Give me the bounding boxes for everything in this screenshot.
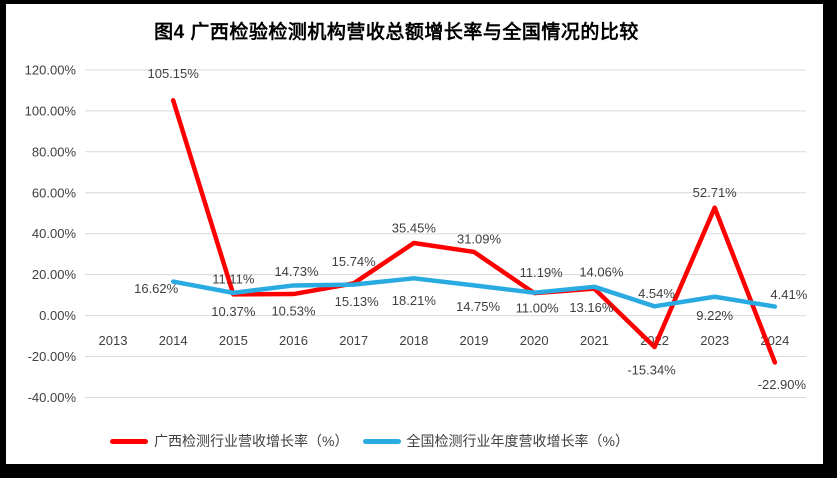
legend-item-guangxi: 广西检测行业营收增长率（%）: [110, 431, 349, 451]
data-label: 10.37%: [211, 304, 256, 319]
data-label: 105.15%: [148, 66, 200, 81]
y-axis-tick-label: 100.00%: [25, 103, 77, 118]
x-axis-tick-label: 2018: [399, 333, 428, 348]
x-axis-tick-label: 2019: [460, 333, 489, 348]
y-axis-tick-label: 60.00%: [32, 185, 77, 200]
chart-legend: 广西检测行业营收增长率（%） 全国检测行业年度营收增长率（%）: [0, 428, 778, 454]
data-label: -15.34%: [627, 363, 676, 378]
chart-card: 图4 广西检验检测机构营收总额增长率与全国情况的比较 120.00% 100.00…: [6, 4, 823, 464]
data-label: 35.45%: [392, 221, 437, 236]
y-axis-tick-label: 40.00%: [32, 226, 77, 241]
data-label: 31.09%: [457, 231, 502, 246]
line-chart: 120.00% 100.00% 80.00% 60.00% 40.00% 20.00% 0.…: [25, 62, 808, 405]
x-axis-tick-label: 2017: [339, 333, 368, 348]
legend-label-national: 全国检测行业年度营收增长率（%）: [406, 433, 629, 449]
data-label: 4.41%: [770, 287, 807, 302]
series-line-national: [170, 276, 778, 309]
data-label: 4.54%: [638, 286, 675, 301]
legend-item-national: 全国检测行业年度营收增长率（%）: [362, 431, 629, 451]
y-axis-tick-label: -40.00%: [28, 390, 77, 405]
y-axis-tick-label: 120.00%: [25, 62, 77, 77]
data-label: 13.16%: [569, 300, 614, 315]
legend-label-guangxi: 广西检测行业营收增长率（%）: [154, 433, 349, 449]
x-axis-tick-label: 2013: [99, 333, 128, 348]
data-label: 14.75%: [456, 299, 501, 314]
data-label: 14.73%: [274, 264, 319, 279]
data-label: 14.06%: [579, 264, 624, 279]
data-label: 11.11%: [212, 271, 255, 286]
data-label: 52.71%: [693, 185, 738, 200]
x-axis-tick-label: 2023: [700, 333, 729, 348]
data-label: 11.19%: [520, 265, 564, 280]
x-axis-tick-label: 2014: [159, 333, 188, 348]
chart-title: 图4 广西检验检测机构营收总额增长率与全国情况的比较: [154, 22, 639, 43]
x-axis-tick-label: 2022: [640, 333, 669, 348]
series-line-guangxi: [170, 98, 778, 365]
data-label: -22.90%: [758, 377, 807, 392]
x-axis-tick-label: 2016: [279, 333, 308, 348]
x-axis-tick-label: 2021: [580, 333, 609, 348]
data-label: 11.00%: [516, 301, 560, 316]
legend-line-swatch-blue: [362, 438, 401, 444]
data-label: 16.62%: [134, 281, 179, 296]
y-axis-tick-label: 0.00%: [39, 308, 76, 323]
y-axis-tick-label: -20.00%: [28, 349, 77, 364]
x-axis-tick-label: 2020: [520, 333, 549, 348]
data-label: 10.53%: [271, 304, 316, 319]
y-axis-tick-label: 80.00%: [32, 144, 77, 159]
data-label: 15.74%: [332, 254, 377, 269]
data-label: 15.13%: [335, 294, 380, 309]
legend-line-swatch-red: [110, 438, 149, 444]
y-axis-tick-label: 20.00%: [32, 267, 77, 282]
x-axis-tick-label: 2015: [219, 333, 248, 348]
data-label: 18.21%: [392, 293, 437, 308]
data-label: 9.22%: [696, 308, 733, 323]
